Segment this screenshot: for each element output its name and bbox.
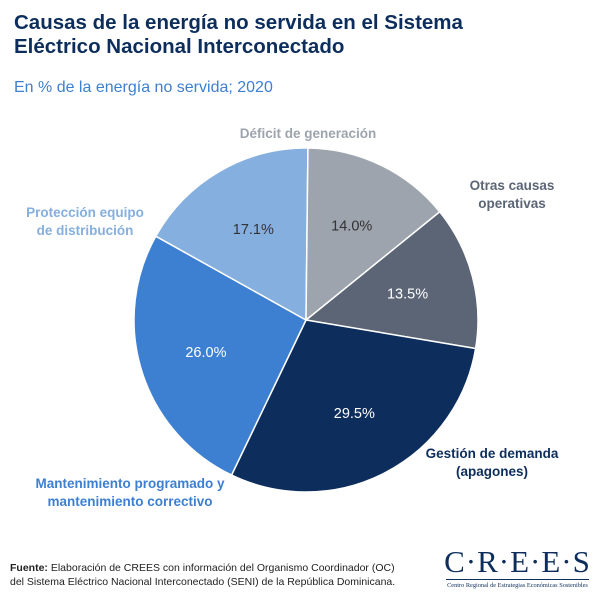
pie-slice-1 [304,210,479,350]
pie-slice-4 [154,147,309,322]
chart-title-line-2: Eléctrico Nacional Interconectado [14,35,345,58]
slice-category-label-line: Otras causas [470,178,555,193]
slice-category-label-2: Gestión de demanda (apagones) [426,446,559,479]
slice-category-label-1: Otras causas operativas [470,178,555,211]
slice-value-label-3: 26.0% [185,345,226,361]
slice-category-label-line: Gestión de demanda [426,446,559,461]
slice-category-label-5: Déficit de generación [240,126,377,141]
source-label: Fuente: [10,562,48,574]
logo-divider [446,579,589,580]
slice-category-label-line: operativas [478,196,546,211]
slice-category-label-3: Mantenimiento programado y mantenimiento … [35,476,225,509]
slice-value-label-4: 17.1% [233,222,274,238]
slice-value-label-2: 29.5% [334,406,375,422]
slice-category-label-line: mantenimiento correctivo [47,494,212,509]
slice-value-label-5: 14.0% [331,218,372,234]
slice-value-label-1: 13.5% [387,286,428,302]
slice-category-label-line: Protección equipo [26,205,144,220]
pie-slice-2 [230,319,477,493]
source-text: Elaboración de CREES con información del… [10,562,396,588]
crees-logo: C·R·E·E·S Centro Regional de Estrategias… [440,544,595,590]
source-note: Fuente: Elaboración de CREES con informa… [10,561,410,589]
slice-category-label-line: Déficit de generación [240,126,377,141]
slice-category-label-line: de distribución [37,223,134,238]
chart-title-line-1: Causas de la energía no servida en el Si… [14,11,463,34]
pie-slice-3 [133,235,307,477]
slice-category-label-line: (apagones) [456,464,528,479]
chart-title: Causas de la energía no servida en el Si… [14,11,574,59]
slice-category-label-4: Protección equipo de distribución [26,205,144,238]
chart-subtitle: En % de la energía no servida; 2020 [14,79,273,96]
pie-slice-5 [305,147,441,322]
logo-tagline: Centro Regional de Estrategias Económica… [447,582,588,589]
slice-category-label-line: Mantenimiento programado y [35,476,225,491]
logo-wordmark: C·R·E·E·S [444,544,591,579]
